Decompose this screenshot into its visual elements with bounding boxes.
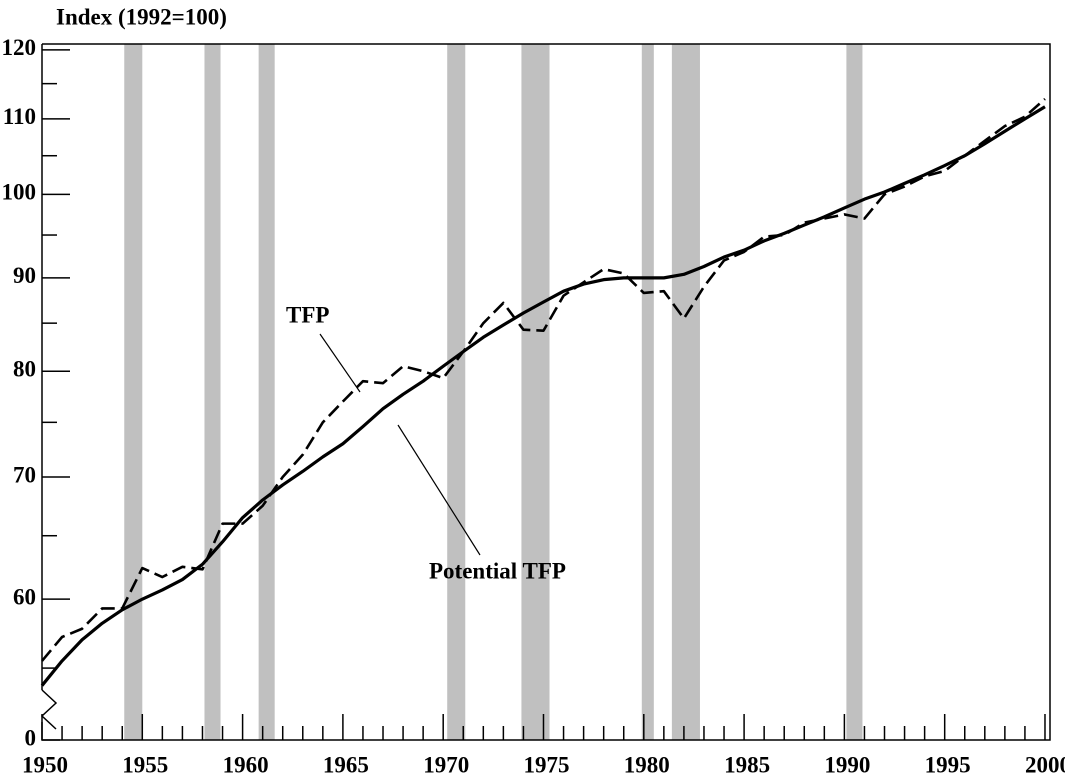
x-tick-label: 1985 — [724, 752, 770, 777]
recession-band — [124, 44, 143, 740]
annotation: Potential TFP — [429, 558, 566, 583]
x-tick-label: 1965 — [323, 752, 369, 777]
y-axis-label: Index (1992=100) — [56, 4, 227, 29]
x-tick-label: 1995 — [925, 752, 971, 777]
y-tick-label: 110 — [3, 104, 36, 129]
y-tick-label: 90 — [13, 263, 36, 288]
y-tick-label: 70 — [13, 462, 36, 487]
x-tick-label: 1960 — [223, 752, 269, 777]
axis-break — [40, 689, 58, 730]
series-line — [41, 97, 1046, 662]
recession-band — [671, 44, 700, 740]
recession-band — [447, 44, 466, 740]
x-tick-label: 1980 — [624, 752, 670, 777]
recession-band — [641, 44, 654, 740]
x-tick-label: 1970 — [423, 752, 469, 777]
axis-break-label: 0 — [25, 725, 37, 750]
x-tick-label: 1950 — [22, 752, 68, 777]
recession-band — [204, 44, 221, 740]
annotation: TFP — [286, 302, 329, 327]
x-tick-label: 1990 — [824, 752, 870, 777]
y-tick-label: 60 — [13, 584, 36, 609]
x-tick-label: 2000 — [1025, 752, 1065, 777]
x-tick-label: 1955 — [122, 752, 168, 777]
recession-band — [521, 44, 550, 740]
recession-band — [846, 44, 863, 740]
recession-band — [258, 44, 275, 740]
x-tick-label: 1975 — [523, 752, 569, 777]
y-tick-label: 100 — [2, 180, 37, 205]
leader-line — [319, 333, 361, 393]
leader-line — [397, 424, 481, 556]
y-tick-label: 80 — [13, 356, 36, 381]
y-tick-label: 120 — [2, 35, 37, 60]
series-line — [40, 105, 1046, 687]
